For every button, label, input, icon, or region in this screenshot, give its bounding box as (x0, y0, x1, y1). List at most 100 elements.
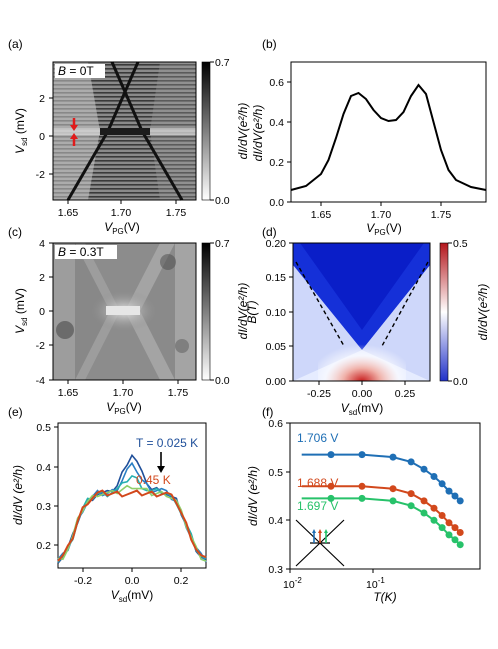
panel-f-point (451, 524, 459, 532)
panel-f-yticks: 0.6 0.5 0.4 0.3 (268, 418, 290, 576)
svg-text:0.4: 0.4 (268, 515, 283, 527)
series-label-1697: 1.697 V (297, 499, 338, 513)
panel-b-xlabel: VPG(V) (366, 221, 402, 237)
panel-c: (c) B = 0.3T 4 2 0 (8, 225, 250, 416)
panel-a-xticks: 1.65 1.70 1.75 (58, 200, 187, 219)
svg-text:0.4: 0.4 (36, 462, 51, 474)
panel-e-series-0 (57, 453, 207, 564)
svg-text:1.70: 1.70 (371, 209, 392, 221)
panel-f-point (438, 512, 446, 519)
panel-f-point (407, 490, 415, 498)
panel-f-point (420, 497, 428, 505)
svg-text:4: 4 (39, 238, 45, 250)
svg-text:-0.2: -0.2 (74, 575, 92, 587)
xtick: 1.75 (166, 207, 187, 219)
panel-e-series-4 (57, 489, 207, 562)
panel-b-axes (290, 61, 487, 203)
panel-f-xlabel: T(K) (373, 590, 396, 604)
cbar-tick: 0.0 (215, 195, 230, 207)
panel-f-point (420, 509, 428, 517)
panel-f-point (407, 502, 415, 510)
xtick-1e-2: 10-2 (283, 576, 302, 591)
panel-f-point (327, 451, 335, 459)
panel-f: (f) 0.6 0.5 0.4 0.3 10-2 10-1 T(K) dI/dV… (246, 405, 481, 604)
svg-text:0.3: 0.3 (36, 501, 51, 513)
panel-b-line (290, 83, 487, 191)
svg-text:-0.25: -0.25 (307, 388, 331, 400)
svg-text:B = 0T: B = 0T (58, 64, 94, 78)
panel-b-ylabel: dI/dV(e²/h) (251, 105, 265, 162)
svg-text:1.75: 1.75 (431, 209, 452, 221)
panel-f-point (438, 480, 446, 488)
ytick: 2 (39, 93, 45, 105)
panel-c-heatmap (53, 243, 196, 380)
panel-c-colorbar: 0.7 0.0 dI/dV(e²/h) (201, 238, 250, 387)
xtick: 1.65 (58, 207, 79, 219)
panel-e-t-low-label: T = 0.025 K (136, 436, 198, 450)
panel-f-point (456, 497, 464, 505)
panel-a-annotation: B = 0T (55, 64, 105, 78)
panel-d-dashed-right (381, 261, 429, 347)
svg-text:0.5: 0.5 (453, 238, 468, 250)
svg-text:0.4: 0.4 (269, 117, 284, 129)
panel-f-point (389, 485, 397, 493)
panel-f-point (389, 453, 397, 461)
panel-b-yticks: 0.6 0.4 0.2 0.0 (269, 77, 291, 209)
panel-c-yticks: 4 2 0 -2 -4 (36, 238, 53, 387)
svg-text:0.3: 0.3 (268, 564, 283, 576)
panel-f-point (451, 492, 459, 500)
panel-f-point (327, 482, 335, 490)
panel-e-series-3 (57, 484, 207, 562)
panel-e: (e) 0.5 0.4 0.3 0.2 -0.2 0.0 0.2 Vsd(mV)… (8, 405, 207, 604)
panel-f-series (301, 451, 464, 549)
panel-b-xticks: 1.65 1.70 1.75 (311, 202, 452, 221)
panel-e-xticks: -0.2 0.0 0.2 (74, 568, 188, 587)
panel-f-point (358, 494, 366, 502)
panel-e-t-high-label: 0.45 K (136, 473, 171, 487)
panel-a-xlabel: VPG(V) (104, 220, 140, 236)
panel-b-letter: (b) (262, 37, 277, 51)
svg-text:0.15: 0.15 (266, 272, 287, 284)
svg-text:2: 2 (39, 272, 45, 284)
svg-text:-2: -2 (36, 340, 45, 352)
panel-f-point (389, 497, 397, 505)
svg-text:0.0: 0.0 (215, 375, 230, 387)
panel-d-dashed-left (295, 261, 345, 347)
panel-a-colorbar: 0.7 0.0 dI/dV(e²/h) (201, 57, 250, 207)
svg-text:0.2: 0.2 (174, 575, 189, 587)
svg-text:0.0: 0.0 (125, 575, 140, 587)
svg-text:0.6: 0.6 (268, 418, 283, 430)
svg-text:0.20: 0.20 (266, 238, 287, 250)
panel-b: (b) 0.6 0.4 0.2 0.0 1.65 1.70 1.75 VPG(V… (251, 37, 487, 237)
svg-text:dI/dV(e²/h): dI/dV(e²/h) (476, 284, 490, 341)
panel-a: (a) B = 0T (8, 37, 250, 236)
svg-text:0.2: 0.2 (269, 157, 284, 169)
svg-text:dI/dV(e²/h): dI/dV(e²/h) (236, 283, 250, 340)
ytick: -2 (36, 169, 45, 181)
panel-c-xticks: 1.65 1.70 1.75 (58, 380, 188, 399)
panel-d-xticks: -0.25 0.00 0.25 (307, 381, 415, 400)
panel-f-axes (289, 422, 481, 570)
svg-text:1.65: 1.65 (58, 387, 79, 399)
panel-e-yticks: 0.5 0.4 0.3 0.2 (36, 422, 58, 552)
panel-e-arrow-down-icon (157, 452, 165, 473)
panel-e-xlabel: Vsd(mV) (111, 588, 153, 604)
panel-e-letter: (e) (8, 405, 23, 419)
panel-d-yticks: 0.20 0.15 0.10 0.05 0.00 (266, 238, 293, 388)
series-label-1706: 1.706 V (297, 431, 338, 445)
svg-text:-4: -4 (36, 375, 45, 387)
panel-f-point (420, 465, 428, 473)
panel-f-point (456, 529, 464, 536)
panel-c-letter: (c) (8, 225, 22, 239)
panel-c-ylabel: Vsd (mV) (13, 288, 29, 334)
panel-f-point (430, 473, 438, 480)
xtick: 1.70 (111, 207, 132, 219)
svg-text:0: 0 (39, 306, 45, 318)
panel-f-ylabel: dI/dV (e²/h) (246, 466, 260, 526)
red-arrow-down-icon (70, 118, 78, 131)
series-label-1688: 1.688 V (297, 476, 338, 490)
panel-a-letter: (a) (8, 37, 23, 51)
svg-text:0.00: 0.00 (352, 388, 373, 400)
panel-f-point (456, 541, 464, 549)
red-arrow-up-icon (70, 133, 78, 146)
